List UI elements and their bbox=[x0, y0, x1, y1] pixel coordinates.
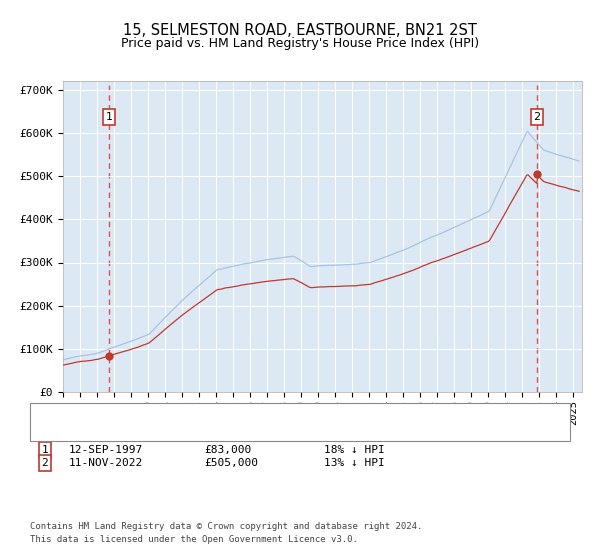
Text: Price paid vs. HM Land Registry's House Price Index (HPI): Price paid vs. HM Land Registry's House … bbox=[121, 37, 479, 50]
Text: 2: 2 bbox=[533, 112, 541, 122]
Text: 2: 2 bbox=[41, 458, 49, 468]
Text: 15, SELMESTON ROAD, EASTBOURNE, BN21 2ST: 15, SELMESTON ROAD, EASTBOURNE, BN21 2ST bbox=[123, 24, 477, 38]
Text: Contains HM Land Registry data © Crown copyright and database right 2024.
This d: Contains HM Land Registry data © Crown c… bbox=[30, 522, 422, 544]
Text: 15, SELMESTON ROAD, EASTBOURNE, BN21 2ST (detached house): 15, SELMESTON ROAD, EASTBOURNE, BN21 2ST… bbox=[71, 410, 427, 420]
Text: 18% ↓ HPI: 18% ↓ HPI bbox=[324, 445, 385, 455]
Text: £83,000: £83,000 bbox=[204, 445, 251, 455]
Text: 1: 1 bbox=[106, 112, 112, 122]
Text: 1: 1 bbox=[41, 445, 49, 455]
Text: HPI: Average price, detached house, Eastbourne: HPI: Average price, detached house, East… bbox=[71, 424, 358, 434]
Text: 13% ↓ HPI: 13% ↓ HPI bbox=[324, 458, 385, 468]
Text: £505,000: £505,000 bbox=[204, 458, 258, 468]
Text: 11-NOV-2022: 11-NOV-2022 bbox=[69, 458, 143, 468]
Text: 12-SEP-1997: 12-SEP-1997 bbox=[69, 445, 143, 455]
